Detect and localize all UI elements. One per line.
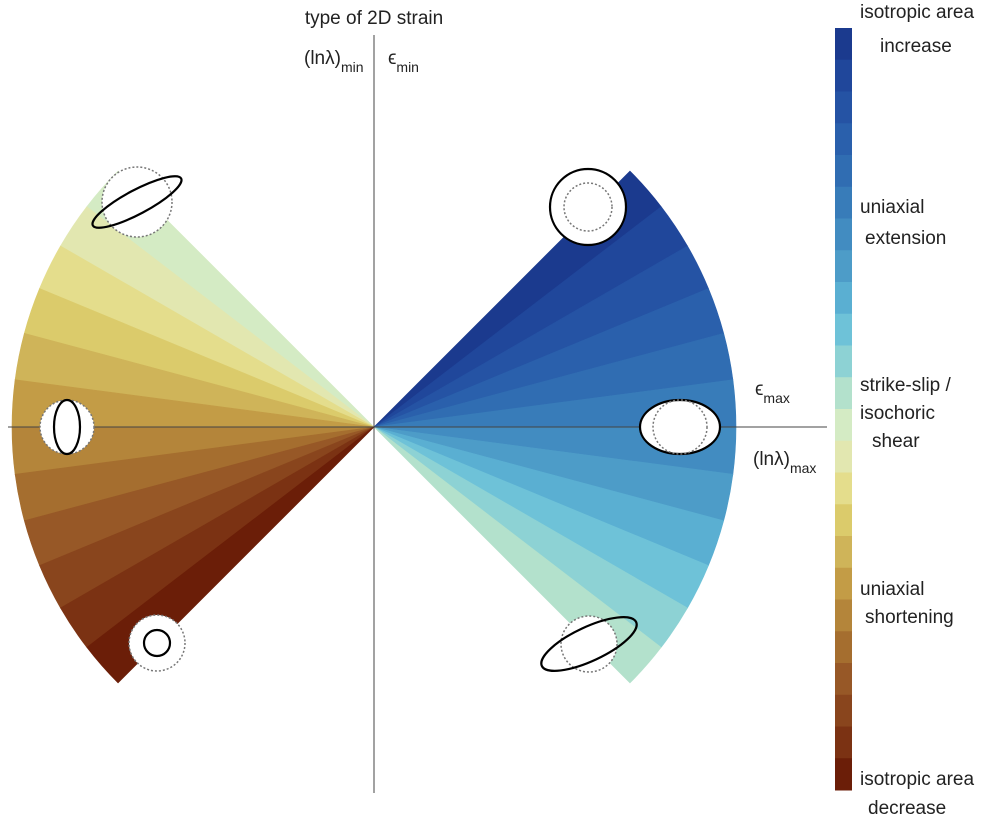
glyph-circle — [39, 399, 95, 455]
colorbar-segment — [835, 282, 852, 315]
label-base: (lnλ) — [753, 449, 790, 470]
colorbar-segment — [835, 567, 852, 600]
colorbar-segment — [835, 409, 852, 442]
glyph-circle — [563, 182, 613, 232]
colorbar-segment — [835, 59, 852, 92]
colorbar-label: uniaxial — [860, 579, 924, 600]
glyph-ellipse — [540, 616, 638, 672]
glyph-ellipse — [638, 398, 722, 456]
label-base: ϵ — [755, 379, 763, 400]
label-sub: min — [396, 59, 419, 75]
colorbar-segment — [835, 218, 852, 251]
colorbar-label: decrease — [868, 798, 946, 819]
colorbar-segment — [835, 155, 852, 188]
colorbar-segment — [835, 631, 852, 664]
label-base: ϵ — [388, 48, 396, 69]
axis-label: ϵmax — [755, 379, 790, 406]
colorbar-segment — [835, 504, 852, 537]
colorbar-segment — [835, 91, 852, 124]
colorbar-label: uniaxial — [860, 197, 924, 218]
colorbar-segment — [835, 536, 852, 569]
glyph-ellipse — [142, 628, 172, 658]
colorbar-labels: isotropic area increase uniaxial extension s… — [860, 2, 974, 819]
colorbar-segment — [835, 250, 852, 283]
label-sub: max — [763, 390, 789, 406]
colorbar-segment — [835, 758, 852, 791]
glyph-ellipse — [548, 167, 628, 247]
colorbar-label: isochoric — [860, 403, 935, 424]
colorbar — [835, 28, 852, 791]
colorbar-segment — [835, 28, 852, 61]
axis-label: (lnλ)min — [304, 48, 364, 75]
colorbar-label: increase — [880, 36, 952, 57]
colorbar-label: extension — [865, 228, 946, 249]
colorbar-segment — [835, 377, 852, 410]
glyph-circle — [101, 166, 173, 238]
axis-label: ϵmin — [388, 48, 419, 75]
colorbar-segment — [835, 726, 852, 759]
strain-glyphs — [39, 166, 722, 673]
label-sub: min — [341, 59, 364, 75]
glyph-circle — [128, 614, 186, 672]
colorbar-label: shear — [872, 431, 920, 452]
fans — [11, 170, 737, 684]
colorbar-label: strike-slip / — [860, 375, 952, 396]
colorbar-segment — [835, 599, 852, 632]
label-base: (lnλ) — [304, 48, 341, 69]
colorbar-segment — [835, 123, 852, 156]
title: type of 2D strain — [305, 8, 443, 29]
colorbar-label: shortening — [865, 607, 954, 628]
colorbar-label: isotropic area — [860, 2, 974, 23]
glyph-ellipse — [52, 398, 82, 456]
colorbar-segment — [835, 472, 852, 505]
glyph-circle — [560, 615, 618, 673]
colorbar-segment — [835, 345, 852, 378]
colorbar-segment — [835, 186, 852, 219]
colorbar-label: isotropic area — [860, 769, 974, 790]
colorbar-segment — [835, 440, 852, 473]
glyph-ellipse — [91, 175, 183, 229]
label-sub: max — [790, 460, 816, 476]
colorbar-segment — [835, 313, 852, 346]
colorbar-segment — [835, 663, 852, 696]
glyph-circle — [652, 399, 708, 455]
colorbar-segment — [835, 694, 852, 727]
axis-label: (lnλ)max — [753, 449, 816, 476]
